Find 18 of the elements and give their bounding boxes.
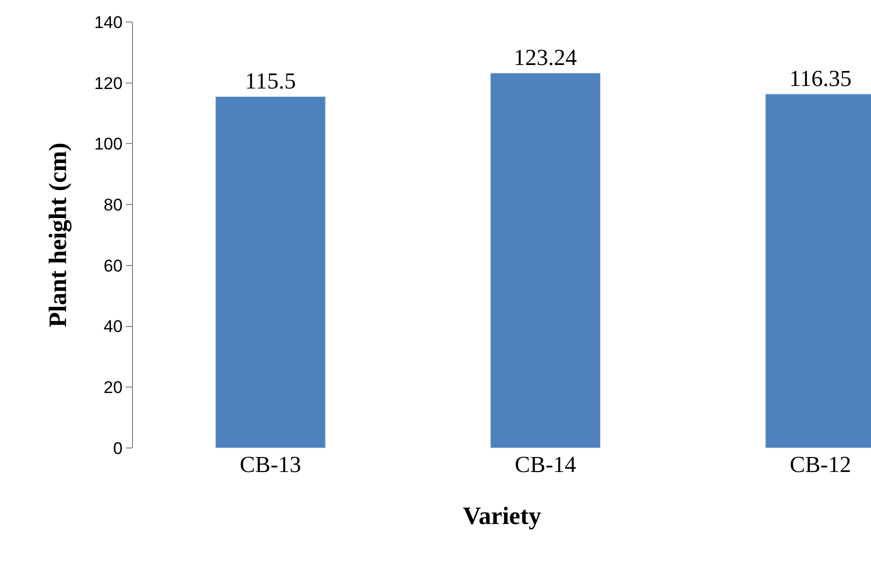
y-tick-label: 0 [113,438,123,458]
bar [215,96,326,448]
y-tick-label: 100 [94,134,123,154]
bar [490,72,601,448]
y-tick-label: 40 [104,317,123,336]
y-axis-title: Plant height (cm) [44,142,72,328]
data-label: 123.24 [514,45,578,70]
y-tick-label: 60 [104,256,123,276]
y-tick-label: 140 [94,12,123,32]
y-tick-label: 120 [94,74,123,93]
x-tick-label: CB-14 [514,452,577,477]
y-tick-label: 20 [104,378,123,398]
y-tick-label: 80 [104,196,123,215]
x-tick-label: CB-12 [790,452,852,477]
x-axis-title: Variety [462,503,542,530]
data-label: 116.35 [789,66,852,91]
data-label: 115.5 [245,68,296,94]
x-tick-label: CB-13 [240,452,302,477]
